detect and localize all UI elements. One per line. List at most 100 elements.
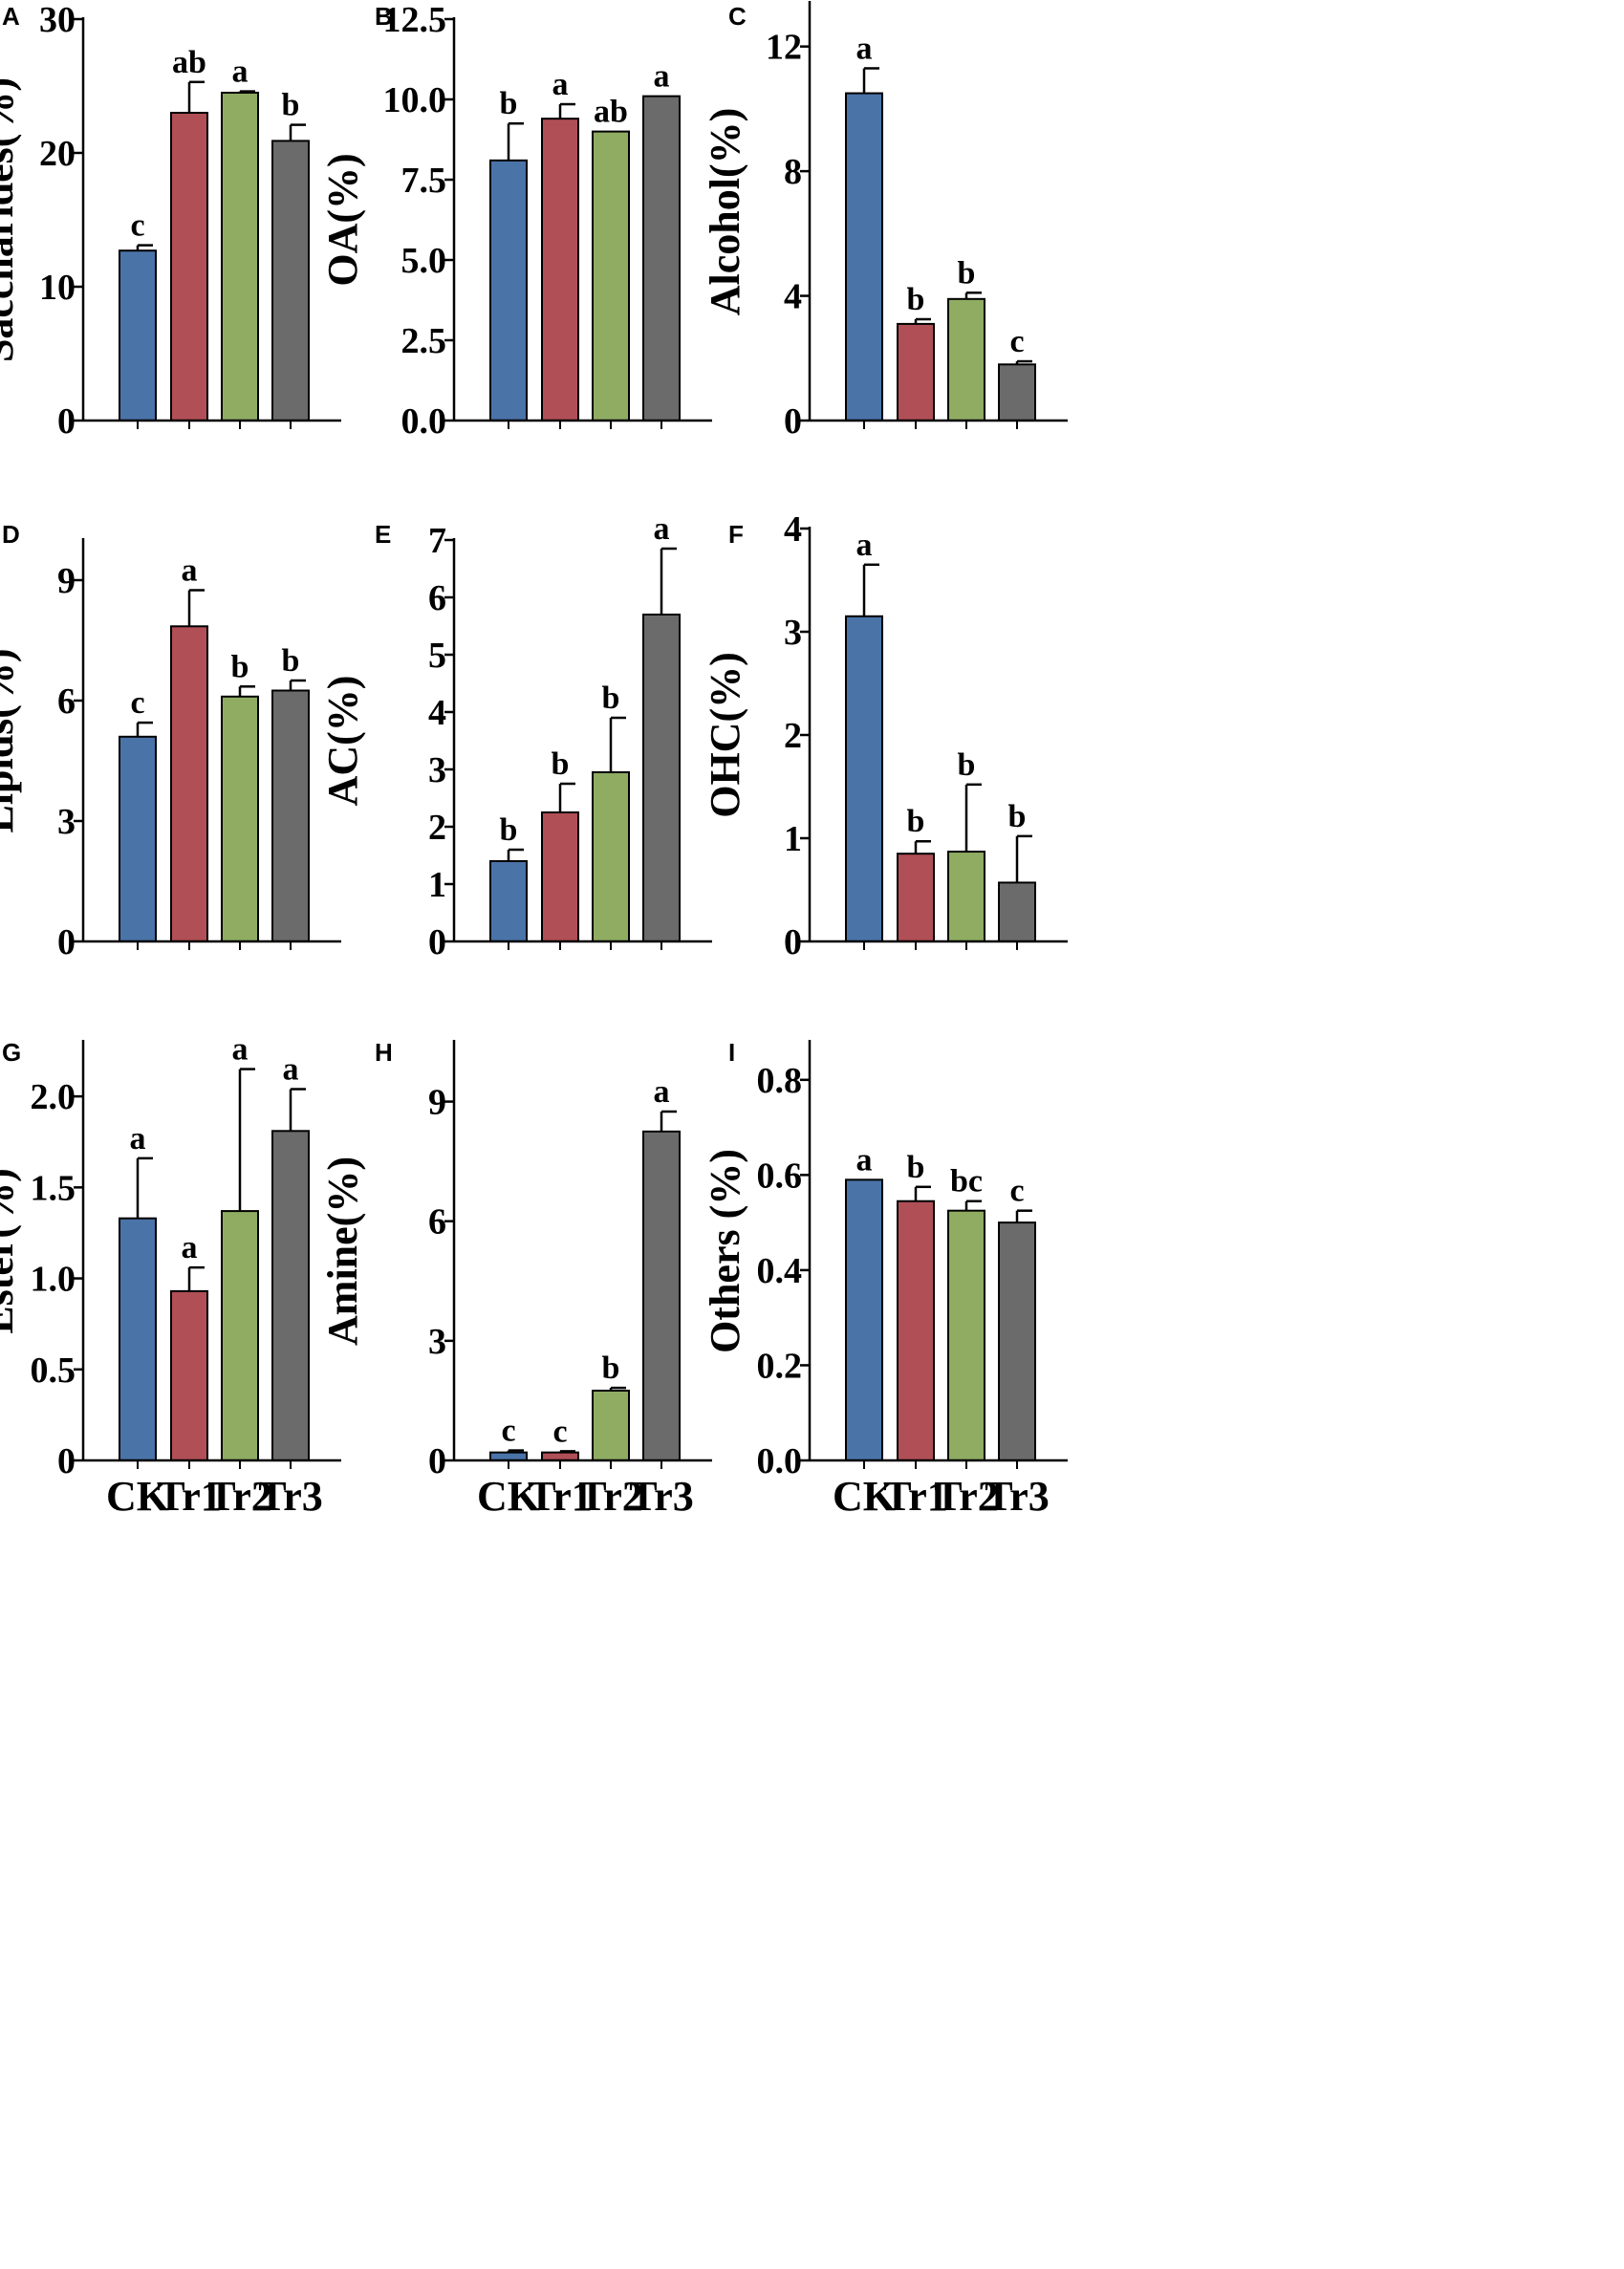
- significance-label: b: [602, 681, 620, 716]
- x-tick-label: CK: [106, 1473, 169, 1520]
- y-tick-label: 0.4: [757, 1251, 803, 1291]
- bar-tr2: [592, 1390, 630, 1461]
- significance-label: b: [500, 86, 518, 121]
- y-tick-label: 4: [428, 693, 446, 733]
- bar-ck: [489, 860, 528, 942]
- significance-label: a: [182, 553, 198, 589]
- bar-ck: [489, 1451, 528, 1461]
- x-tick-label: Tr1: [528, 1473, 593, 1520]
- significance-label: a: [856, 31, 873, 66]
- panel-g: Ga CK a Tr1 a Tr2 a Tr3 0 0.5 1.0 1.5 2.0 Ester(%): [0, 1032, 341, 1520]
- significance-label: a: [654, 1074, 670, 1110]
- y-tick-label: 0.5: [31, 1351, 76, 1391]
- y-axis-label: AC(%): [319, 676, 366, 807]
- y-tick-label: 0: [784, 401, 802, 442]
- y-tick-label: 30: [39, 0, 76, 40]
- significance-label: a: [232, 1032, 249, 1068]
- panel-letter: A: [2, 2, 20, 31]
- panel-h: Hc CK c Tr1 b Tr2 a Tr3 0 3 6 9 Amine(%): [319, 1038, 712, 1520]
- significance-label: a: [654, 59, 670, 95]
- y-tick-label: 0.0: [757, 1441, 803, 1481]
- bar-tr3: [271, 1130, 310, 1461]
- significance-label: b: [907, 1150, 925, 1185]
- significance-label: c: [130, 208, 144, 244]
- significance-label: c: [501, 1414, 515, 1449]
- significance-label: b: [907, 282, 925, 317]
- y-tick-label: 1.5: [31, 1168, 76, 1208]
- significance-label: bc: [950, 1164, 983, 1199]
- bar-tr1: [541, 1451, 579, 1461]
- bar-ck: [119, 249, 157, 422]
- x-tick-label: Tr2: [934, 1473, 999, 1520]
- significance-label: a: [283, 1052, 299, 1088]
- bar-ck: [845, 615, 883, 942]
- y-tick-label: 0.6: [757, 1156, 803, 1196]
- panel-letter: F: [728, 520, 744, 549]
- y-tick-label: 1: [428, 865, 446, 905]
- y-tick-label: 3: [428, 1322, 446, 1362]
- x-tick-label: Tr3: [629, 1473, 694, 1520]
- y-tick-label: 0: [57, 922, 76, 962]
- y-tick-label: 7: [428, 521, 446, 561]
- y-axis-label: OA(%): [319, 153, 366, 286]
- panel-d: Dc a b b 0 3 6 9 Lipids(%): [0, 520, 341, 962]
- y-tick-label: 20: [39, 134, 76, 174]
- significance-label: a: [182, 1230, 198, 1265]
- x-tick-label: Tr1: [883, 1473, 948, 1520]
- y-tick-label: 3: [784, 613, 802, 653]
- y-tick-label: 12: [766, 28, 802, 68]
- bar-tr1: [897, 322, 935, 421]
- bar-tr3: [642, 614, 681, 942]
- y-tick-label: 2: [784, 716, 802, 756]
- y-tick-label: 4: [784, 277, 802, 317]
- x-tick-label: CK: [833, 1473, 896, 1520]
- bar-tr1: [170, 112, 208, 421]
- y-axis-label: Saccharides(%): [0, 77, 22, 362]
- bar-tr3: [271, 689, 310, 942]
- bar-tr1: [170, 1289, 208, 1461]
- bar-ck: [119, 735, 157, 942]
- panel-letter: C: [728, 2, 747, 31]
- significance-label: a: [856, 528, 873, 563]
- y-tick-label: 5.0: [401, 241, 447, 281]
- y-tick-label: 5: [428, 636, 446, 676]
- y-axis-label: Alcohol(%): [702, 108, 748, 316]
- significance-label: ab: [594, 95, 628, 130]
- bar-tr3: [271, 140, 310, 421]
- bar-tr2: [221, 1210, 259, 1462]
- bar-tr3: [998, 363, 1036, 421]
- y-tick-label: 0: [57, 401, 76, 442]
- y-tick-label: 7.5: [401, 161, 447, 201]
- significance-label: b: [282, 88, 300, 123]
- bar-tr1: [541, 811, 579, 942]
- y-axis-label: OHC(%): [702, 652, 748, 818]
- significance-label: b: [602, 1351, 620, 1386]
- y-tick-label: 9: [57, 561, 76, 601]
- bar-tr2: [592, 771, 630, 942]
- y-tick-label: 0: [57, 1441, 76, 1481]
- significance-label: b: [1008, 799, 1027, 834]
- bar-tr2: [221, 92, 259, 421]
- bar-tr1: [897, 1199, 935, 1461]
- y-tick-label: 1: [784, 819, 802, 859]
- y-tick-label: 0: [784, 922, 802, 962]
- y-tick-label: 2.0: [31, 1077, 76, 1117]
- significance-label: c: [130, 685, 144, 721]
- significance-label: c: [552, 1414, 567, 1449]
- y-tick-label: 6: [428, 578, 446, 618]
- bar-tr2: [221, 695, 259, 942]
- y-tick-label: 12.5: [383, 0, 447, 40]
- panel-i: Ia CK b Tr1 bc Tr2 c Tr3 0.0 0.2 0.4 0.6 0.8 Others (…: [702, 1038, 1068, 1520]
- y-axis-label: Others (%): [702, 1149, 748, 1353]
- significance-label: b: [958, 747, 976, 783]
- x-tick-label: Tr3: [985, 1473, 1050, 1520]
- significance-label: b: [552, 746, 570, 782]
- panel-letter: I: [728, 1038, 735, 1067]
- bar-ck: [845, 1178, 883, 1462]
- significance-label: c: [1009, 324, 1024, 359]
